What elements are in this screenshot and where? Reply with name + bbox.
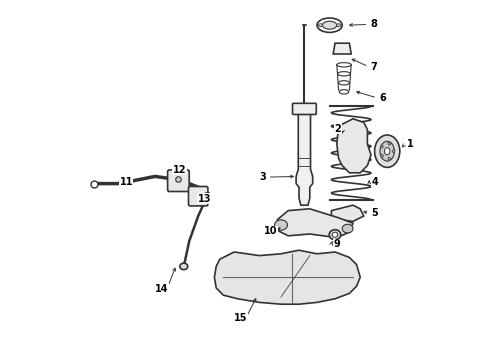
Text: 14: 14 — [155, 284, 168, 294]
Text: 12: 12 — [173, 165, 186, 175]
Polygon shape — [296, 113, 313, 205]
Polygon shape — [333, 43, 351, 54]
Ellipse shape — [374, 135, 400, 167]
Ellipse shape — [203, 193, 211, 199]
Ellipse shape — [392, 150, 395, 153]
Polygon shape — [331, 205, 364, 221]
Polygon shape — [337, 119, 371, 173]
Polygon shape — [215, 250, 360, 304]
Ellipse shape — [339, 90, 349, 94]
FancyBboxPatch shape — [189, 186, 208, 206]
Ellipse shape — [342, 224, 353, 233]
Text: 10: 10 — [264, 226, 278, 236]
Ellipse shape — [318, 24, 323, 27]
Text: 3: 3 — [259, 172, 266, 182]
Ellipse shape — [317, 18, 342, 32]
Text: 11: 11 — [120, 177, 133, 187]
Ellipse shape — [274, 220, 288, 230]
Text: 15: 15 — [234, 312, 247, 323]
Ellipse shape — [380, 141, 394, 161]
Text: 1: 1 — [407, 139, 414, 149]
FancyBboxPatch shape — [168, 170, 189, 192]
Ellipse shape — [337, 24, 341, 27]
Ellipse shape — [381, 154, 383, 157]
Ellipse shape — [329, 230, 341, 240]
Text: 5: 5 — [371, 208, 378, 218]
Ellipse shape — [322, 21, 337, 29]
Ellipse shape — [339, 81, 349, 85]
Ellipse shape — [338, 72, 350, 76]
Ellipse shape — [381, 145, 383, 148]
Ellipse shape — [385, 148, 390, 155]
FancyBboxPatch shape — [293, 103, 316, 114]
Text: 4: 4 — [371, 177, 378, 187]
Ellipse shape — [337, 63, 351, 67]
Polygon shape — [277, 209, 353, 238]
Ellipse shape — [332, 232, 338, 237]
Text: 6: 6 — [379, 93, 386, 103]
Text: 7: 7 — [370, 62, 377, 72]
Ellipse shape — [180, 263, 188, 270]
Text: 8: 8 — [370, 19, 377, 30]
Text: 13: 13 — [198, 194, 211, 204]
Text: 9: 9 — [333, 239, 340, 249]
Ellipse shape — [388, 157, 391, 160]
Ellipse shape — [388, 142, 391, 145]
Text: 2: 2 — [335, 124, 341, 134]
